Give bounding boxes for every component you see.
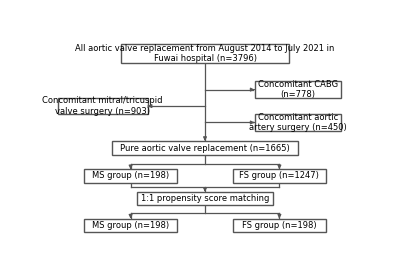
Text: MS group (n=198): MS group (n=198): [92, 221, 169, 230]
FancyBboxPatch shape: [84, 219, 177, 232]
Text: Concomitant CABG
(n=778): Concomitant CABG (n=778): [258, 80, 338, 99]
FancyBboxPatch shape: [137, 192, 273, 205]
FancyBboxPatch shape: [112, 141, 298, 155]
Text: All aortic valve replacement from August 2014 to July 2021 in
Fuwai hospital (n=: All aortic valve replacement from August…: [75, 44, 335, 63]
Text: Pure aortic valve replacement (n=1665): Pure aortic valve replacement (n=1665): [120, 144, 290, 153]
FancyBboxPatch shape: [255, 81, 342, 98]
Text: 1:1 propensity score matching: 1:1 propensity score matching: [141, 194, 269, 203]
Text: FS group (n=198): FS group (n=198): [242, 221, 317, 230]
Text: FS group (n=1247): FS group (n=1247): [240, 171, 319, 180]
Text: MS group (n=198): MS group (n=198): [92, 171, 169, 180]
FancyBboxPatch shape: [255, 114, 342, 131]
FancyBboxPatch shape: [58, 98, 148, 114]
FancyBboxPatch shape: [233, 219, 326, 232]
Text: Concomitant aortic
artery surgery (n=450): Concomitant aortic artery surgery (n=450…: [249, 113, 347, 132]
FancyBboxPatch shape: [84, 169, 177, 183]
FancyBboxPatch shape: [121, 44, 289, 63]
FancyBboxPatch shape: [233, 169, 326, 183]
Text: Concomitant mitral/tricuspid
valve surgery (n=903): Concomitant mitral/tricuspid valve surge…: [42, 96, 163, 116]
